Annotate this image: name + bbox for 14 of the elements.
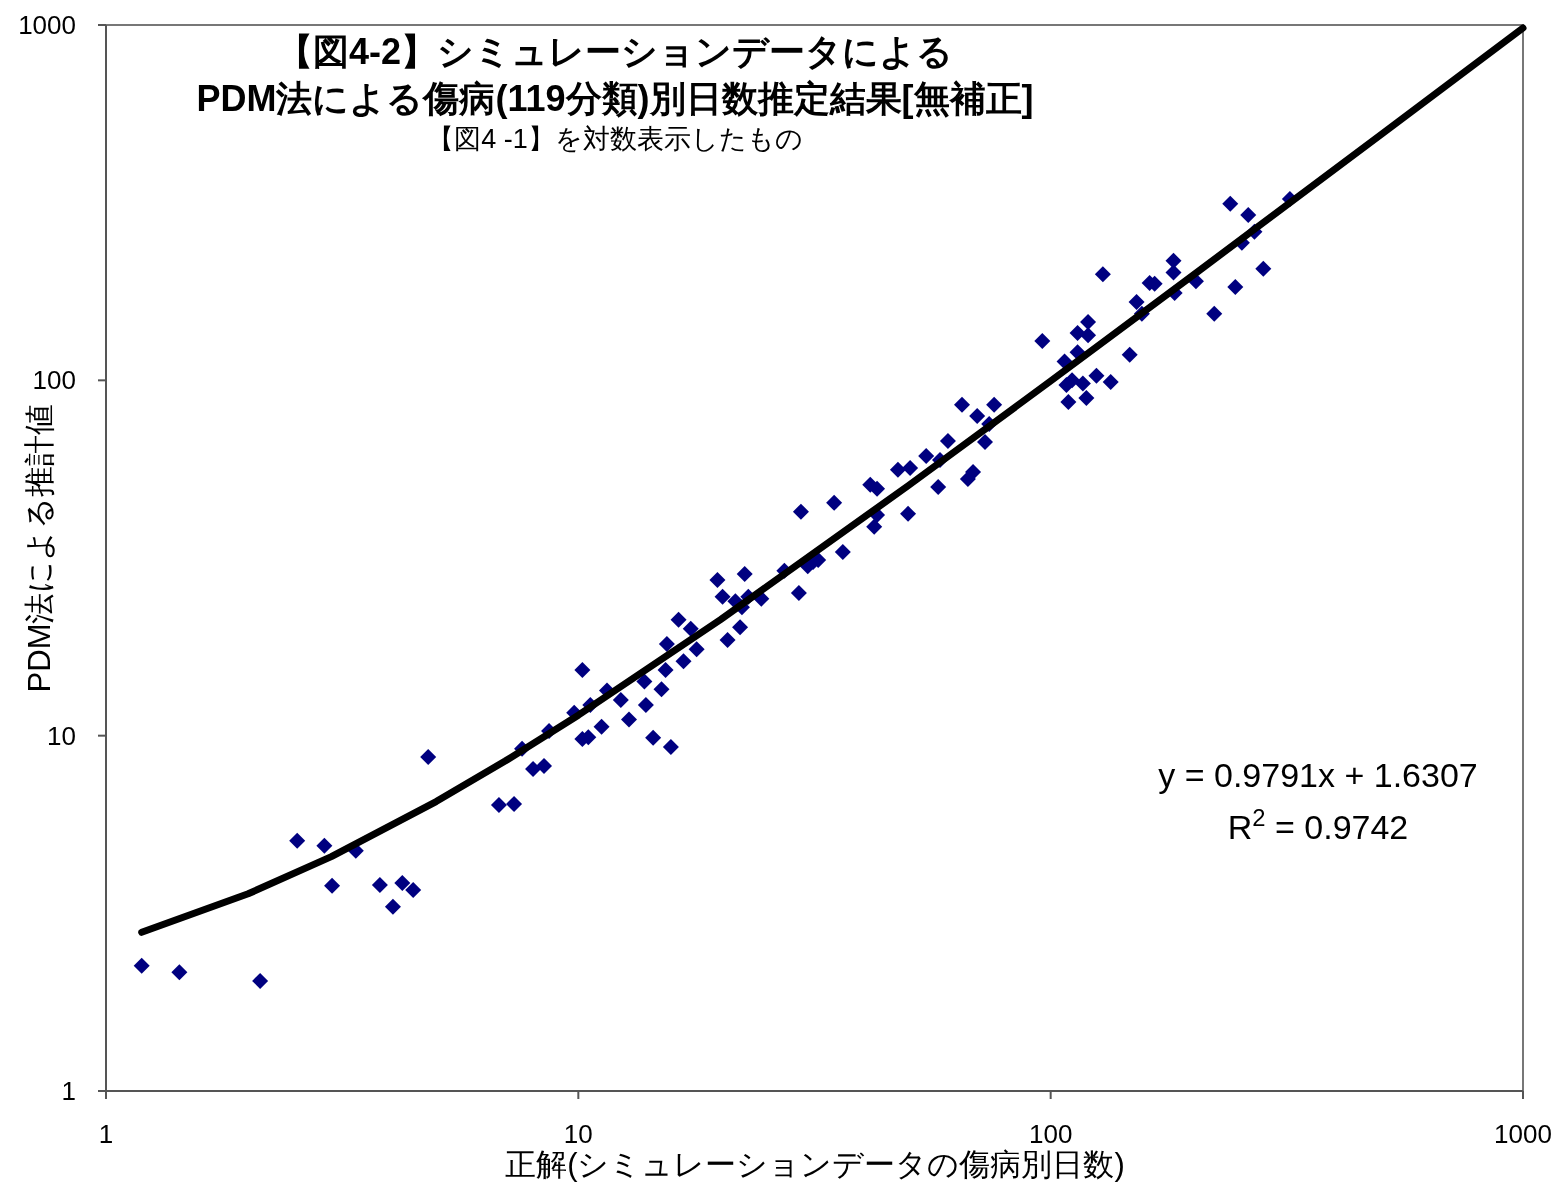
annotation: R$^{2}$ = 0.9742 (1227, 803, 1409, 846)
x-tick-label: 1000 (1494, 1119, 1552, 1149)
x-tick-label: 100 (1028, 1119, 1073, 1149)
x-axis-title: 正解(シミュレーションデータの傷病別日数) (505, 1147, 1125, 1182)
y-tick-label: 1000 (18, 10, 76, 40)
y-tick-label: 10 (47, 720, 76, 751)
x-tick-label: 10 (563, 1119, 593, 1149)
text: 【図4-2】シミュレーションデータによる PDM法による傷病(119分類)別日数推定結果[無補正] (196, 31, 1034, 119)
x-tick-label: 1 (98, 1119, 114, 1149)
y-tick-label: 1 (61, 1076, 76, 1106)
annotation: y = 0.9791x + 1.6307 (1158, 756, 1478, 794)
y-tick-label: 100 (32, 365, 76, 396)
text: 【図4 -1】を対数表示したもの (427, 124, 803, 154)
y-axis-title: PDM法による推計値 (22, 403, 57, 693)
